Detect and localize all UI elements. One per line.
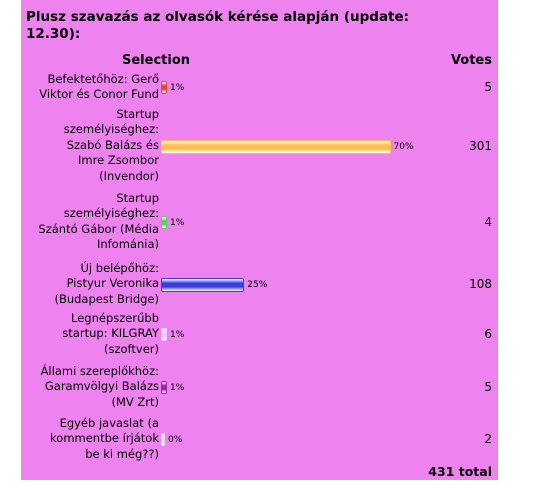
- option-percent-text: 1%: [170, 330, 185, 341]
- option-label: Befektetőhöz: Gerő Viktor és Conor Fund: [39, 72, 159, 103]
- option-vote-count: 5: [484, 80, 492, 95]
- option-label-line: (szoftver): [103, 341, 159, 356]
- poll-title-line: 12.30):: [26, 26, 81, 42]
- votes-column-header: Votes: [450, 53, 492, 68]
- option-percent-bar: [161, 328, 167, 342]
- option-vote-count: 2: [484, 432, 492, 447]
- poll-option-row: Egyéb javaslat (a kommentbe írjátok be ki …: [21, 416, 498, 462]
- option-vote-count: 5: [484, 380, 492, 395]
- option-label-line: Egyéb javaslat (a: [59, 416, 159, 430]
- poll-title: Plusz szavazás az olvasók kérése alapján…: [26, 9, 466, 43]
- option-percent-bar: [161, 433, 165, 447]
- poll-option-row: Startup személyiséghez: Szántó Gábor (Médi…: [21, 191, 498, 253]
- footer-strip: [21, 481, 498, 488]
- option-percent-bar: [161, 381, 167, 395]
- poll-widget: Plusz szavazás az olvasók kérése alapján…: [21, 0, 498, 480]
- poll-option-row: Befektetőhöz: Gerő Viktor és Conor Fund 1%…: [21, 72, 498, 103]
- option-label-line: Startup: [116, 107, 159, 121]
- option-label-line: (Invendor): [99, 168, 159, 183]
- option-label-line: kommentbe írjátok: [50, 431, 159, 446]
- option-percent-text: 70%: [393, 141, 414, 152]
- option-label: Állami szereplőkhöz: Garamvölgyi Balázs (M…: [41, 364, 159, 410]
- option-label-line: startup: KILGRAY: [62, 326, 159, 341]
- poll-title-line: Plusz szavazás az olvasók kérése alapján…: [26, 9, 410, 25]
- poll-option-row: Állami szereplőkhöz: Garamvölgyi Balázs (M…: [21, 364, 498, 410]
- option-label-line: személyiséghez:: [63, 122, 159, 137]
- option-vote-count: 301: [469, 138, 492, 153]
- option-label-line: Garamvölgyi Balázs: [44, 379, 159, 394]
- option-label-line: Infománia): [96, 237, 159, 252]
- option-percent-text: 1%: [170, 217, 185, 228]
- option-label-line: Befektetőhöz: Gerő: [47, 72, 159, 86]
- option-label-line: be ki még??): [85, 446, 159, 461]
- option-percent-bar: [161, 81, 167, 95]
- option-label-line: Új belépőhöz:: [80, 261, 159, 275]
- option-label-line: Legnépszerűbb: [71, 311, 159, 325]
- option-label-line: Viktor és Conor Fund: [39, 87, 159, 102]
- option-label-line: Szántó Gábor (Média: [38, 221, 159, 236]
- option-label: Startup személyiséghez: Szántó Gábor (Médi…: [38, 191, 159, 253]
- option-label-line: (Budapest Bridge): [54, 291, 159, 306]
- option-label-line: Startup: [116, 191, 159, 205]
- option-percent-text: 1%: [170, 383, 185, 394]
- option-label-line: Pistyur Veronika: [66, 276, 159, 291]
- poll-option-row: Új belépőhöz: Pistyur Veronika (Budapest B…: [21, 261, 498, 307]
- option-percent-bar: [161, 215, 167, 229]
- option-label-line: Szabó Balázs és: [66, 137, 159, 152]
- option-label-line: (MV Zrt): [111, 394, 159, 409]
- option-label-line: Imre Zsombor: [78, 153, 159, 168]
- selection-column-header: Selection: [122, 53, 191, 68]
- option-vote-count: 108: [469, 277, 492, 292]
- option-label: Legnépszerűbb startup: KILGRAY (szoftver): [62, 311, 159, 357]
- option-label-line: Állami szereplőkhöz:: [40, 364, 159, 378]
- option-label: Startup személyiséghez: Szabó Balázs és Imr…: [64, 107, 159, 184]
- poll-option-row: Startup személyiséghez: Szabó Balázs és Imr…: [21, 107, 498, 184]
- option-vote-count: 6: [484, 327, 492, 342]
- option-percent-text: 1%: [170, 83, 185, 94]
- option-percent-text: 0%: [168, 435, 183, 446]
- poll-option-row: Legnépszerűbb startup: KILGRAY (szoftver) 1…: [21, 311, 498, 357]
- option-label: Új belépőhöz: Pistyur Veronika (Budapest B…: [54, 261, 159, 307]
- option-vote-count: 4: [484, 214, 492, 229]
- option-label: Egyéb javaslat (a kommentbe írjátok be ki …: [50, 416, 159, 462]
- option-percent-bar: [161, 139, 391, 154]
- option-label-line: személyiséghez:: [63, 206, 159, 221]
- total-votes: 431 total: [428, 464, 492, 479]
- option-percent-text: 25%: [247, 280, 268, 291]
- option-percent-bar: [161, 278, 245, 293]
